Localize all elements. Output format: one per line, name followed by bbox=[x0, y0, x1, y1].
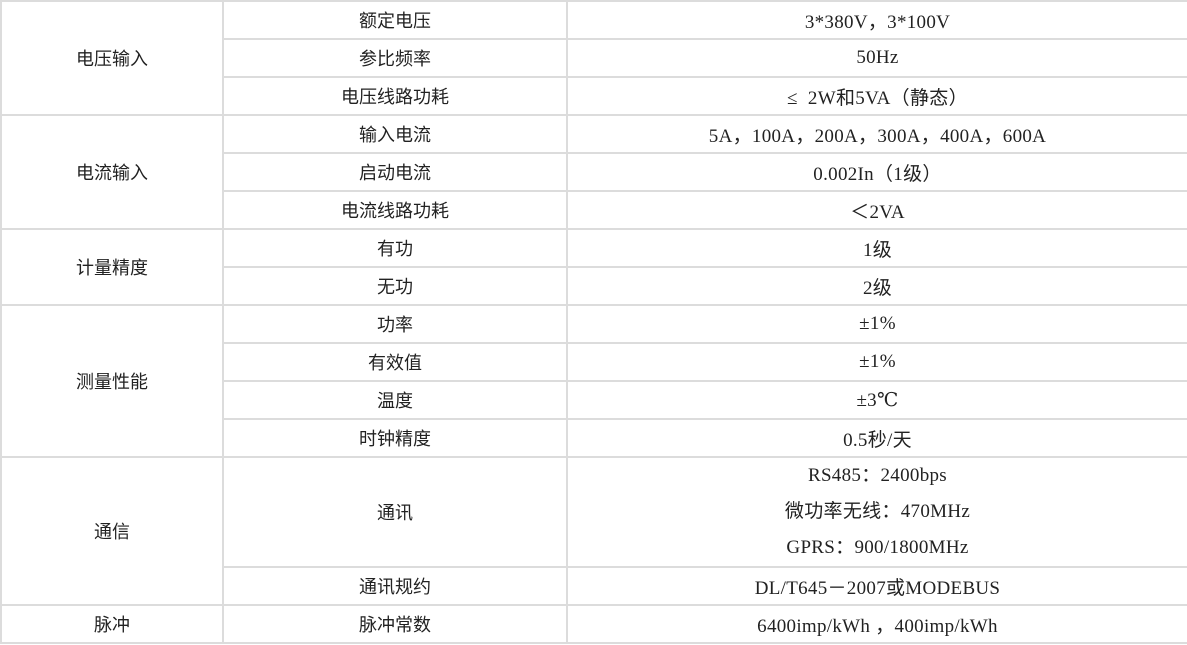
param-label: 脉冲常数 bbox=[222, 604, 568, 644]
group-label: 电流输入 bbox=[0, 114, 224, 230]
param-label: 启动电流 bbox=[222, 152, 568, 192]
table-row: 计量精度 有功 1级 bbox=[0, 228, 1187, 306]
table-row: 电压输入 额定电压 3*380V，3*100V bbox=[0, 0, 1187, 116]
table-row: 无功 2级 bbox=[1, 266, 1187, 306]
param-value: ＜2VA bbox=[566, 190, 1187, 230]
param-label: 功率 bbox=[222, 304, 568, 344]
param-label: 参比频率 bbox=[222, 38, 568, 78]
param-value: GPRS：900/1800MHz bbox=[786, 537, 969, 558]
param-label: 温度 bbox=[222, 380, 568, 420]
group-label: 测量性能 bbox=[0, 304, 224, 458]
param-value: 0.5秒/天 bbox=[566, 418, 1187, 458]
table-row: 启动电流 0.002In（1级） bbox=[1, 152, 1187, 192]
param-value: DL/T645－2007或MODEBUS bbox=[566, 566, 1187, 606]
table-row: 脉冲 脉冲常数 6400imp/kWh ，400imp/kWh bbox=[0, 604, 1187, 644]
group-label: 电压输入 bbox=[0, 0, 224, 116]
table-row: 有效值 ±1% bbox=[1, 342, 1187, 382]
table-row: 电流线路功耗 ＜2VA bbox=[1, 190, 1187, 230]
param-value: 2级 bbox=[566, 266, 1187, 306]
param-label: 额定电压 bbox=[222, 0, 568, 40]
param-label: 输入电流 bbox=[222, 114, 568, 154]
param-value: ±1% bbox=[566, 342, 1187, 382]
param-value: 3*380V，3*100V bbox=[566, 0, 1187, 40]
param-label: 电压线路功耗 bbox=[222, 76, 568, 116]
group-label: 脉冲 bbox=[0, 604, 224, 644]
table-row: 参比频率 50Hz bbox=[1, 38, 1187, 78]
param-value: ≤ 2W和5VA（静态） bbox=[566, 76, 1187, 116]
table-row: 电压线路功耗 ≤ 2W和5VA（静态） bbox=[1, 76, 1187, 116]
param-label: 电流线路功耗 bbox=[222, 190, 568, 230]
param-value: 微功率无线：470MHz bbox=[784, 501, 971, 522]
table-row: 电流输入 输入电流 5A，100A，200A，300A，400A，600A bbox=[0, 114, 1187, 230]
table-row: 温度 ±3℃ bbox=[1, 380, 1187, 420]
param-label: 无功 bbox=[222, 266, 568, 306]
table-row: 通讯规约 DL/T645－2007或MODEBUS bbox=[1, 566, 1187, 606]
param-value: 0.002In（1级） bbox=[566, 152, 1187, 192]
param-value: 5A，100A，200A，300A，400A，600A bbox=[566, 114, 1187, 154]
param-label: 有功 bbox=[222, 228, 568, 268]
param-value: ±1% bbox=[566, 304, 1187, 344]
group-label: 通信 bbox=[0, 456, 224, 606]
group-label: 计量精度 bbox=[0, 228, 224, 306]
param-value: 6400imp/kWh ，400imp/kWh bbox=[566, 604, 1187, 644]
table-row: 测量性能 功率 ±1% bbox=[0, 304, 1187, 458]
param-label: 有效值 bbox=[222, 342, 568, 382]
table-row: 时钟精度 0.5秒/天 bbox=[1, 418, 1187, 458]
table-row: 通信 通讯 RS485：2400bps 微功率无线：470MHz GPRS：90… bbox=[0, 456, 1187, 606]
param-value: RS485：2400bps bbox=[807, 465, 948, 486]
param-value: 50Hz bbox=[566, 38, 1187, 78]
param-label: 通讯 bbox=[222, 456, 568, 568]
param-value: ±3℃ bbox=[566, 380, 1187, 420]
param-value-list: RS485：2400bps 微功率无线：470MHz GPRS：900/1800… bbox=[566, 456, 1187, 568]
param-label: 时钟精度 bbox=[222, 418, 568, 458]
param-label: 通讯规约 bbox=[222, 566, 568, 606]
param-value: 1级 bbox=[566, 228, 1187, 268]
